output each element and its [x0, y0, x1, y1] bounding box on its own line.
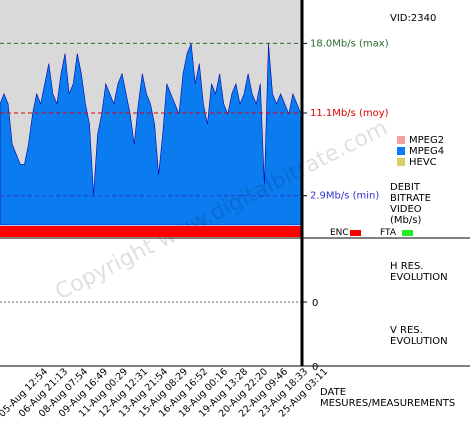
y-axis-title: DEBIT BITRATE VIDEO (Mb/s) [390, 182, 431, 226]
legend-swatch [397, 136, 405, 144]
legend-swatch [397, 147, 405, 155]
panel-tick-label: 0 [312, 362, 318, 373]
panel-title: V RES. EVOLUTION [390, 325, 448, 347]
legend-swatch [397, 158, 405, 166]
flag-swatch [350, 230, 361, 236]
legend-label: MPEG4 [409, 146, 444, 157]
legend-label: HEVC [409, 157, 437, 168]
flag-label: ENC [330, 228, 349, 238]
enc-strip [0, 226, 301, 237]
flag-label: FTA [380, 228, 397, 238]
flag-swatch [402, 230, 413, 236]
x-axis-title: DATE MESURES/MEASUREMENTS [320, 387, 455, 409]
stat-label: 11.1Mb/s (moy) [310, 108, 389, 119]
legend-label: MPEG2 [409, 135, 444, 146]
panel-title: H RES. EVOLUTION [390, 261, 448, 283]
panel-tick-label: 0 [312, 298, 318, 309]
stat-label: 18.0Mb/s (max) [310, 38, 389, 49]
bitrate-area [0, 43, 302, 226]
video-id: VID:2340 [390, 13, 436, 24]
stat-label: 2.9Mb/s (min) [310, 191, 379, 202]
